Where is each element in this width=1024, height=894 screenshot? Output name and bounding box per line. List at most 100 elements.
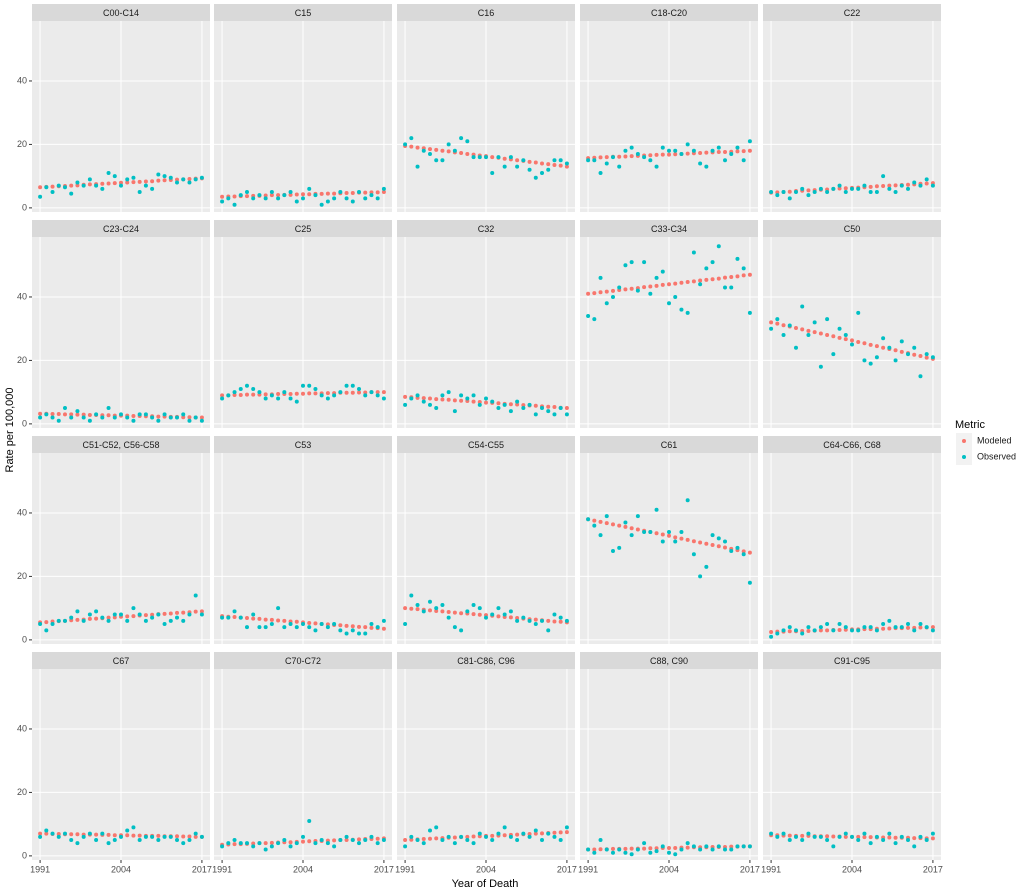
point	[131, 833, 136, 838]
point	[143, 613, 148, 618]
point	[150, 612, 155, 617]
point	[313, 193, 318, 198]
point	[906, 182, 911, 187]
point	[667, 530, 671, 535]
point	[446, 609, 451, 614]
point	[887, 835, 892, 840]
point	[276, 193, 281, 198]
point	[741, 273, 746, 278]
y-tick-label: 0	[22, 202, 27, 212]
point	[716, 276, 721, 281]
point	[856, 628, 861, 633]
point	[685, 310, 690, 315]
point	[735, 145, 740, 150]
point	[856, 186, 861, 191]
strip-label: C70-C72	[285, 656, 321, 666]
point	[301, 839, 305, 844]
point	[729, 847, 734, 852]
point	[729, 274, 734, 279]
point	[642, 530, 647, 535]
point	[156, 612, 161, 617]
point	[187, 834, 192, 839]
point	[344, 190, 349, 195]
point	[244, 383, 249, 388]
strip-label: C88, C90	[650, 656, 688, 666]
point	[818, 364, 823, 369]
point	[642, 846, 647, 851]
point	[698, 282, 703, 287]
point	[800, 186, 805, 191]
point	[332, 838, 337, 843]
point	[338, 838, 343, 843]
point	[434, 609, 439, 614]
point	[825, 838, 830, 843]
point	[558, 619, 563, 624]
point	[307, 192, 312, 197]
point	[912, 844, 917, 849]
point	[924, 181, 929, 186]
point	[698, 150, 703, 155]
point	[775, 317, 780, 322]
point	[521, 406, 526, 411]
point	[175, 610, 180, 615]
point	[269, 393, 274, 398]
point	[106, 618, 111, 623]
point	[623, 287, 628, 292]
point	[193, 177, 198, 182]
point	[294, 192, 299, 197]
point	[781, 333, 786, 338]
point	[679, 280, 684, 285]
point	[375, 836, 380, 841]
point	[193, 831, 198, 836]
point	[667, 845, 671, 850]
point	[598, 847, 603, 852]
point	[698, 574, 703, 579]
point	[301, 391, 305, 396]
point	[856, 834, 861, 839]
point	[592, 523, 597, 528]
point	[610, 294, 615, 299]
point	[623, 148, 628, 153]
point	[459, 136, 464, 141]
point	[232, 393, 237, 398]
point	[150, 834, 155, 839]
point	[220, 199, 225, 204]
point	[294, 625, 299, 630]
point	[918, 834, 923, 839]
point	[586, 158, 591, 163]
point	[654, 275, 659, 280]
point	[490, 155, 495, 160]
point	[660, 152, 665, 157]
point	[843, 333, 848, 338]
point	[319, 838, 324, 843]
point	[125, 614, 130, 619]
point	[363, 631, 368, 636]
point	[313, 391, 318, 396]
point	[484, 396, 488, 401]
point	[874, 834, 879, 839]
point	[918, 374, 923, 379]
point	[775, 193, 780, 198]
point	[812, 190, 817, 195]
point	[806, 193, 811, 198]
point	[850, 186, 854, 191]
point	[610, 155, 615, 160]
point	[918, 625, 923, 630]
point	[168, 175, 173, 180]
point	[427, 599, 432, 604]
point	[187, 838, 192, 843]
point	[729, 844, 734, 849]
point	[527, 834, 532, 839]
point	[825, 190, 830, 195]
point	[137, 179, 142, 184]
point	[269, 190, 274, 195]
point	[825, 333, 830, 338]
strip	[32, 652, 210, 669]
point	[533, 617, 538, 622]
point	[691, 539, 696, 544]
point	[193, 415, 198, 420]
x-tick-label: 2004	[842, 864, 862, 874]
point	[496, 831, 501, 836]
point	[592, 158, 597, 163]
point	[769, 326, 774, 331]
